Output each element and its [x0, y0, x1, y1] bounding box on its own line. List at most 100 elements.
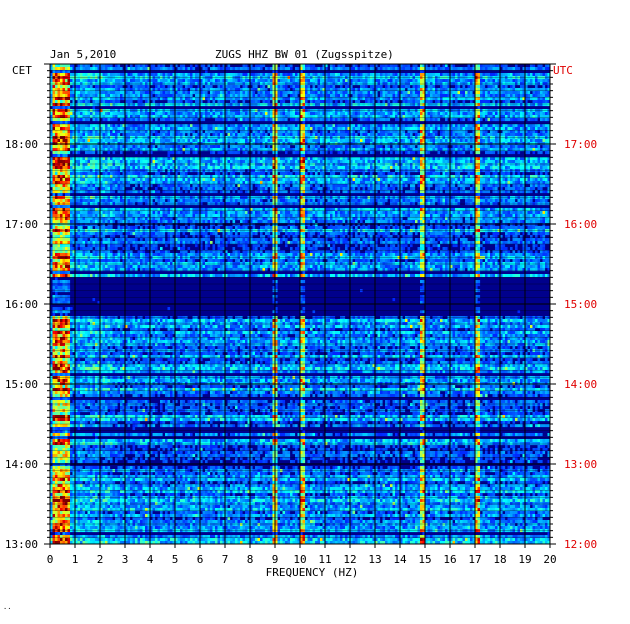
spectrogram-cell: [380, 103, 383, 106]
spectrogram-cell: [388, 103, 391, 106]
spectrogram-cell: [180, 91, 183, 94]
spectrogram-cell: [463, 67, 466, 70]
spectrogram-cell: [245, 127, 248, 130]
spectrogram-cell: [60, 124, 63, 127]
spectrogram-cell: [530, 67, 533, 70]
spectrogram-cell: [335, 67, 338, 70]
spectrogram-cell: [340, 85, 343, 88]
spectrogram-cell: [53, 127, 56, 130]
spectrogram-cell: [308, 67, 311, 70]
spectrogram-cell: [133, 73, 136, 76]
spectrogram-cell: [540, 67, 543, 70]
spectrogram-cell: [165, 73, 168, 76]
spectrogram-cell: [418, 145, 421, 148]
spectrogram-cell: [253, 82, 256, 85]
spectrogram-cell: [490, 67, 493, 70]
spectrogram-cell: [445, 127, 448, 130]
spectrogram-cell: [253, 133, 256, 136]
spectrogram-cell: [383, 103, 386, 106]
spectrogram-cell: [518, 118, 521, 121]
spectrogram-cell: [140, 94, 143, 97]
spectrogram-cell: [433, 112, 436, 115]
spectrogram-cell: [88, 100, 91, 103]
spectrogram-cell: [113, 115, 116, 118]
spectrogram-cell: [170, 118, 173, 121]
spectrogram-cell: [493, 139, 496, 142]
spectrogram-cell: [445, 82, 448, 85]
spectrogram-cell: [470, 85, 473, 88]
spectrogram-cell: [305, 67, 308, 70]
spectrogram-cell: [55, 139, 58, 142]
spectrogram-cell: [510, 124, 513, 127]
spectrogram-cell: [188, 82, 191, 85]
spectrogram-cell: [190, 73, 193, 76]
spectrogram-cell: [538, 103, 541, 106]
spectrogram-cell: [390, 67, 393, 70]
spectrogram-cell: [418, 85, 421, 88]
spectrogram-cell: [513, 91, 516, 94]
spectrogram-cell: [505, 115, 508, 118]
spectrogram-cell: [535, 73, 538, 76]
spectrogram-cell: [318, 145, 321, 148]
spectrogram-cell: [58, 67, 61, 70]
spectrogram-cell: [415, 94, 418, 97]
spectrogram-cell: [365, 133, 368, 136]
spectrogram-cell: [230, 67, 233, 70]
spectrogram-cell: [535, 100, 538, 103]
spectrogram-cell: [403, 127, 406, 130]
spectrogram-cell: [545, 139, 548, 142]
spectrogram-cell: [430, 124, 433, 127]
spectrogram-cell: [493, 118, 496, 121]
spectrogram-cell: [263, 73, 266, 76]
spectrogram-cell: [310, 145, 313, 148]
spectrogram-cell: [505, 118, 508, 121]
spectrogram-cell: [395, 67, 398, 70]
spectrogram-cell: [110, 115, 113, 118]
spectrogram-cell: [318, 100, 321, 103]
spectrogram-cell: [435, 94, 438, 97]
spectrogram-cell: [115, 94, 118, 97]
spectrogram-cell: [140, 91, 143, 94]
spectrogram-cell: [505, 91, 508, 94]
spectrogram-cell: [58, 91, 61, 94]
spectrogram-cell: [468, 67, 471, 70]
spectrogram-cell: [160, 73, 163, 76]
spectrogram-cell: [228, 118, 231, 121]
spectrogram-cell: [460, 145, 463, 148]
spectrogram-cell: [330, 145, 333, 148]
spectrogram-cell: [388, 133, 391, 136]
spectrogram-cell: [253, 73, 256, 76]
spectrogram-cell: [478, 112, 481, 115]
spectrogram-cell: [53, 139, 56, 142]
spectrogram-cell: [55, 100, 58, 103]
spectrogram-cell: [408, 73, 411, 76]
spectrogram-cell: [195, 94, 198, 97]
spectrogram-cell: [503, 112, 506, 115]
spectrogram-cell: [483, 103, 486, 106]
spectrogram-cell: [243, 91, 246, 94]
spectrogram-cell: [320, 67, 323, 70]
spectrogram-cell: [193, 112, 196, 115]
spectrogram-cell: [65, 79, 68, 82]
spectrogram-cell: [93, 133, 96, 136]
spectrogram-cell: [410, 100, 413, 103]
spectrogram-cell: [408, 118, 411, 121]
spectrogram-cell: [413, 145, 416, 148]
spectrogram-cell: [508, 100, 511, 103]
spectrogram-cell: [515, 100, 518, 103]
spectrogram-cell: [520, 94, 523, 97]
spectrogram-cell: [460, 127, 463, 130]
spectrogram-cell: [445, 118, 448, 121]
spectrogram-cell: [95, 118, 98, 121]
spectrogram-cell: [410, 82, 413, 85]
spectrogram-cell: [88, 67, 91, 70]
spectrogram-cell: [520, 127, 523, 130]
spectrogram-cell: [108, 103, 111, 106]
spectrogram-cell: [105, 91, 108, 94]
spectrogram-cell: [170, 103, 173, 106]
spectrogram-cell: [435, 139, 438, 142]
spectrogram-cell: [465, 79, 468, 82]
spectrogram-cell: [140, 115, 143, 118]
spectrogram-cell: [413, 103, 416, 106]
spectrogram-cell: [253, 127, 256, 130]
